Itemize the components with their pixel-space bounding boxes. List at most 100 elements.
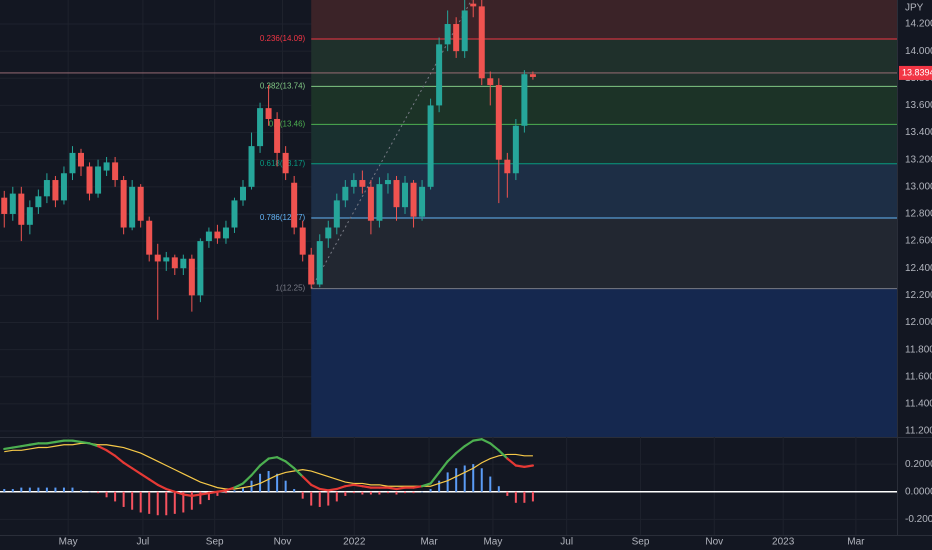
macd-line [233, 482, 245, 489]
x-tick-label: May [483, 537, 502, 548]
histogram-bar [318, 491, 321, 507]
fib-label: 1(12.25) [275, 284, 305, 293]
candle-body [512, 125, 519, 174]
histogram-bar [148, 491, 151, 514]
candle-body [427, 105, 434, 187]
histogram-bar [190, 491, 193, 510]
candle-body [402, 182, 409, 208]
candle-body [35, 196, 42, 208]
candle-body [205, 231, 212, 242]
macd-line [216, 489, 228, 493]
fib-band [311, 124, 897, 164]
histogram-bar [531, 491, 534, 502]
macd-line [386, 486, 398, 491]
candle-body [453, 24, 460, 52]
macd-line [88, 442, 100, 448]
x-tick-label: Mar [847, 537, 865, 548]
candle-body [214, 231, 221, 239]
candle-body [9, 193, 16, 214]
macd-line [344, 483, 355, 488]
histogram-bar [352, 491, 355, 494]
macd-line [412, 485, 424, 489]
candle-body [103, 162, 110, 171]
candle-body [146, 220, 153, 255]
macd-line [301, 475, 313, 486]
macd-line [156, 483, 168, 491]
candle-body [410, 182, 417, 217]
macd-line [267, 456, 279, 460]
macd-line [455, 445, 466, 455]
candle-body [240, 186, 247, 201]
histogram-bar [480, 468, 483, 492]
macd-line [199, 492, 211, 496]
candle-body [342, 186, 349, 201]
histogram-bar [327, 491, 330, 506]
x-tick-label: Sep [632, 537, 650, 548]
candle-body [129, 186, 136, 228]
macd-line [463, 439, 475, 448]
x-tick-label: Nov [705, 537, 723, 548]
candle-body [257, 108, 264, 147]
macd-line [250, 464, 262, 477]
macd-line [352, 483, 364, 488]
histogram-bar [523, 491, 526, 503]
macd-line [207, 490, 219, 495]
macd-line [3, 446, 14, 451]
macd-line [54, 439, 66, 444]
macd-line [71, 439, 83, 444]
candle-body [26, 207, 33, 225]
histogram-bar [455, 468, 458, 492]
candle-body [333, 200, 340, 228]
histogram-bar [54, 487, 57, 492]
x-tick-label: Nov [274, 537, 292, 548]
histogram-bar [233, 490, 236, 492]
candle-body [350, 180, 357, 187]
candle-body [495, 85, 502, 160]
last-price-tag [899, 65, 932, 80]
candle-body [282, 152, 289, 174]
histogram-bar [301, 491, 304, 499]
histogram-bar [267, 471, 270, 492]
macd-line [122, 461, 134, 470]
macd-line [446, 451, 458, 463]
candle-body [436, 44, 443, 106]
histogram-bar [506, 491, 509, 496]
fib-band [311, 288, 897, 437]
macd-line [79, 440, 91, 445]
macd-line [472, 438, 483, 442]
histogram-bar [173, 491, 176, 514]
candle-body [248, 146, 255, 187]
x-tick-label: May [59, 537, 78, 548]
macd-line [506, 457, 517, 467]
histogram-bar [156, 491, 159, 516]
histogram-bar [199, 491, 202, 505]
last-price-label: 13.8394 [902, 67, 932, 77]
histogram-bar [446, 472, 449, 492]
macd-line [480, 438, 492, 445]
candle-body [308, 254, 315, 285]
y-tick-label: 13.6000 [905, 100, 932, 111]
candle-body [112, 162, 119, 181]
histogram-bar [386, 491, 389, 494]
histogram-bar [259, 473, 262, 492]
candle-body [171, 257, 178, 269]
candle-body [470, 3, 477, 7]
histogram-bar [165, 491, 168, 516]
macd-line [523, 464, 535, 468]
histogram-bar [284, 480, 287, 492]
candle-body [231, 200, 238, 228]
histogram-bar [276, 473, 279, 492]
candle-body [163, 257, 170, 262]
fib-label: 0.5(13.46) [269, 120, 306, 129]
macd-line [165, 487, 176, 493]
histogram-bar [97, 491, 100, 494]
histogram-bar [182, 491, 185, 513]
histogram-bar [497, 486, 500, 492]
candle-body [478, 6, 485, 79]
candle-body [299, 227, 306, 255]
x-tick-label: Jul [560, 537, 573, 548]
macd-line [293, 467, 304, 478]
macd-line [182, 493, 193, 497]
